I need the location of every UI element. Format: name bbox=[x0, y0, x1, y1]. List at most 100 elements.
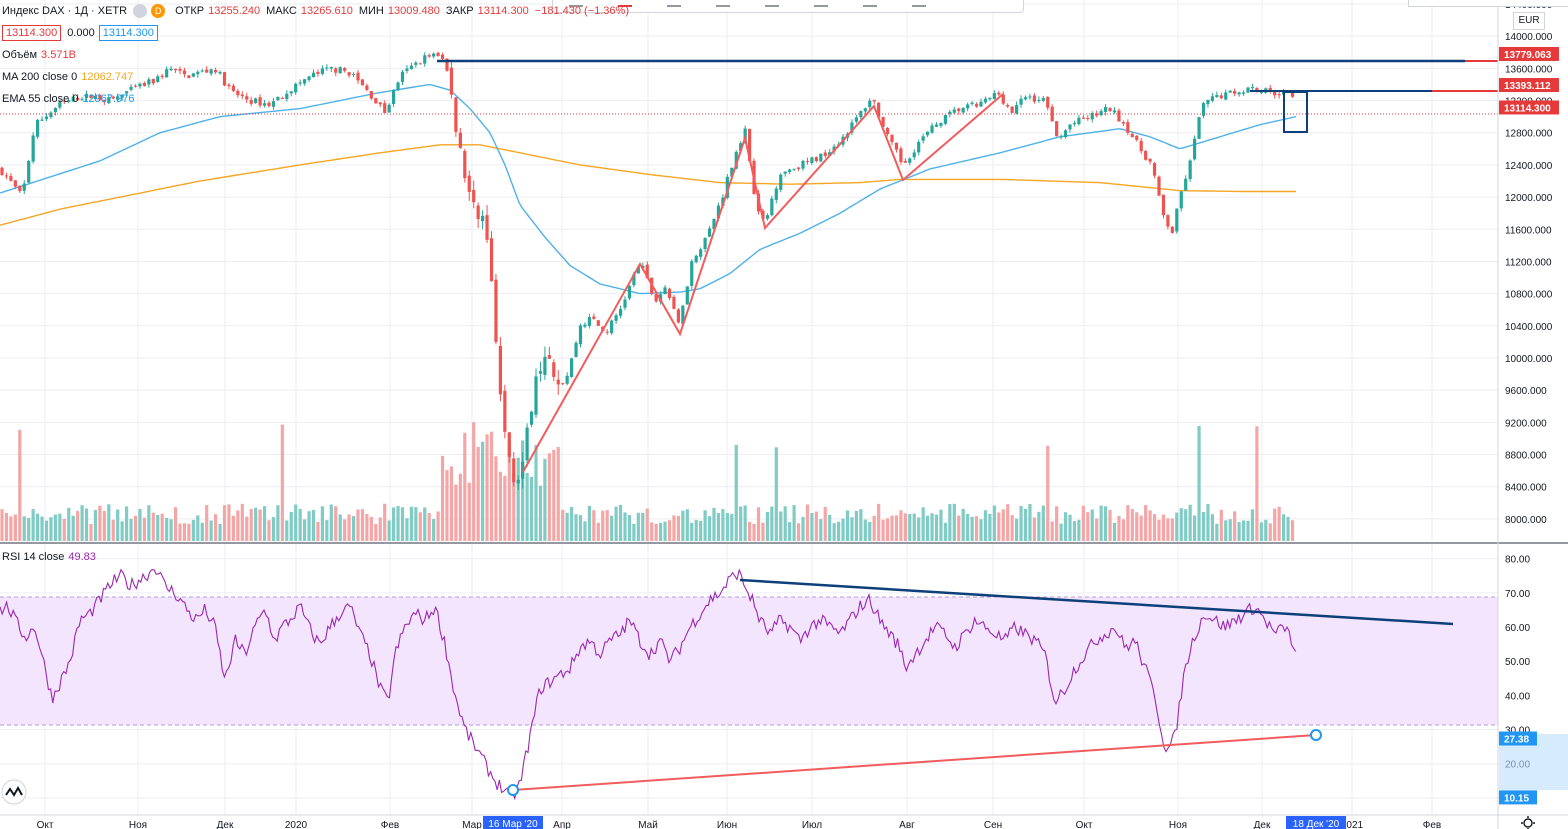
rsi-legend[interactable]: RSI 14 close 49.83 bbox=[2, 546, 96, 568]
volume-bar bbox=[1193, 515, 1197, 541]
ema-label: EMA 55 close 0 bbox=[2, 93, 79, 105]
volume-bar bbox=[663, 521, 667, 541]
volume-bar bbox=[18, 429, 22, 541]
volume-bar bbox=[249, 508, 253, 541]
highlight-box[interactable] bbox=[1283, 91, 1308, 133]
drawings[interactable] bbox=[0, 59, 1498, 796]
toolbar-button[interactable] bbox=[667, 5, 682, 7]
trend-anchor-start[interactable] bbox=[507, 784, 519, 796]
rsi-downtrend-line[interactable] bbox=[739, 578, 1454, 626]
candle-body bbox=[1255, 87, 1259, 92]
toolbar-button[interactable] bbox=[863, 5, 878, 7]
rsi-band bbox=[0, 597, 1498, 725]
ohlc-high-label: МАКС bbox=[266, 5, 297, 17]
volume-bar bbox=[173, 507, 178, 541]
price-label: 13393.112 bbox=[1504, 81, 1551, 92]
candle-body bbox=[89, 95, 93, 99]
volume-bar bbox=[690, 522, 694, 541]
volume-bar bbox=[445, 470, 449, 541]
volume-bar bbox=[992, 505, 996, 541]
market-status-badge[interactable]: D bbox=[151, 4, 166, 18]
trend-anchor-end[interactable] bbox=[1310, 729, 1322, 741]
volume-bar bbox=[930, 513, 934, 541]
candle-body bbox=[672, 296, 676, 309]
volume-bar bbox=[672, 515, 676, 541]
candle-body bbox=[712, 218, 716, 230]
time-tick-label: Окт bbox=[1076, 820, 1093, 829]
rsi-label: RSI 14 close bbox=[2, 551, 65, 563]
volume-bar bbox=[636, 512, 640, 541]
candle-body bbox=[36, 119, 40, 137]
volume-bar bbox=[463, 432, 467, 541]
candle-body bbox=[961, 107, 965, 113]
volume-bar bbox=[245, 516, 249, 541]
time-tick-label: Сен bbox=[984, 820, 1002, 829]
toolbar-button[interactable] bbox=[765, 5, 780, 7]
candle-body bbox=[338, 67, 342, 74]
time-tick-label: Окт bbox=[37, 820, 54, 829]
volume-bar bbox=[823, 506, 827, 541]
volume-bar bbox=[534, 445, 538, 541]
volume-bar bbox=[280, 424, 284, 541]
ask-badge[interactable]: 13114.300 bbox=[98, 25, 158, 41]
volume-bar bbox=[694, 519, 698, 541]
volume-bar bbox=[756, 507, 761, 541]
tradingview-logo[interactable] bbox=[1, 779, 27, 805]
candle-body bbox=[1175, 208, 1179, 232]
candle-body bbox=[262, 103, 267, 106]
toolbar-button[interactable] bbox=[912, 5, 927, 7]
price-label-bg bbox=[1499, 78, 1559, 93]
toolbar-button[interactable] bbox=[716, 5, 731, 7]
candle-body bbox=[467, 175, 471, 192]
candle-body bbox=[476, 205, 480, 219]
volume-bar bbox=[1010, 515, 1014, 541]
volume-bar bbox=[142, 517, 146, 541]
candle-body bbox=[209, 69, 213, 74]
ohlc-close-label: ЗАКР bbox=[445, 5, 474, 17]
time-axis[interactable]: Окт Ноя Дек 2020 Фев Мар Апр Май Июн Июл Авг Сен Окт… bbox=[37, 816, 1442, 829]
legend-volume-row[interactable]: Объём 3.571B bbox=[2, 44, 635, 66]
bid-badge[interactable]: 13114.300 bbox=[2, 25, 62, 41]
candle-body bbox=[320, 68, 324, 74]
volume-bar bbox=[570, 506, 574, 541]
volume-bar bbox=[681, 510, 685, 541]
settings-gear-icon[interactable] bbox=[1521, 816, 1535, 829]
chart-legend: Индекс DAX · 1Д · XETR D ОТКР 13255.240 М… bbox=[2, 0, 635, 110]
volume-bar bbox=[351, 516, 356, 541]
volume-bar bbox=[1246, 520, 1250, 541]
time-highlight-bg bbox=[483, 816, 543, 829]
currency-label[interactable]: EUR bbox=[1513, 12, 1545, 30]
top-right-panel[interactable] bbox=[1408, 0, 1568, 7]
volume-bar bbox=[877, 503, 881, 541]
toolbar-button-active[interactable] bbox=[618, 5, 633, 7]
candle-body bbox=[979, 101, 983, 107]
symbol-title[interactable]: Индекс DAX · 1Д · XETR bbox=[2, 5, 128, 17]
price-axis[interactable]: 8000.000 8400.000 8800.000 9200.000 9600.000… bbox=[1505, 0, 1553, 526]
ma-label: MA 200 close 0 bbox=[2, 71, 78, 83]
volume-bar bbox=[765, 511, 769, 541]
candle-body bbox=[930, 125, 934, 133]
rsi-uptrend-line[interactable] bbox=[512, 734, 1317, 791]
candle-body bbox=[921, 136, 925, 141]
time-highlight-label: 18 Дек '20 bbox=[1293, 819, 1340, 829]
legend-ma-row[interactable]: MA 200 close 0 12062.747 bbox=[2, 66, 635, 88]
drawing-toolbar[interactable] bbox=[552, 0, 1024, 13]
candle-body bbox=[1219, 95, 1223, 99]
volume-bar bbox=[1055, 506, 1059, 541]
candle-body bbox=[1201, 103, 1206, 116]
volume-bar bbox=[774, 447, 778, 541]
volume-bar bbox=[165, 517, 169, 541]
toolbar-button[interactable] bbox=[569, 5, 583, 7]
candle-body bbox=[1210, 96, 1214, 101]
toolbar-button[interactable] bbox=[814, 5, 829, 7]
candle-body bbox=[138, 83, 142, 87]
wave-trend-line[interactable] bbox=[522, 93, 1004, 473]
legend-ema-row[interactable]: EMA 55 close 0 12967.976 bbox=[2, 88, 635, 110]
candle-body bbox=[663, 287, 667, 295]
price-tick-label: 8800.000 bbox=[1505, 451, 1547, 462]
volume-bar bbox=[503, 475, 507, 541]
volume-bar bbox=[436, 511, 440, 541]
volume-bar bbox=[667, 520, 672, 541]
candle-body bbox=[1059, 136, 1063, 138]
